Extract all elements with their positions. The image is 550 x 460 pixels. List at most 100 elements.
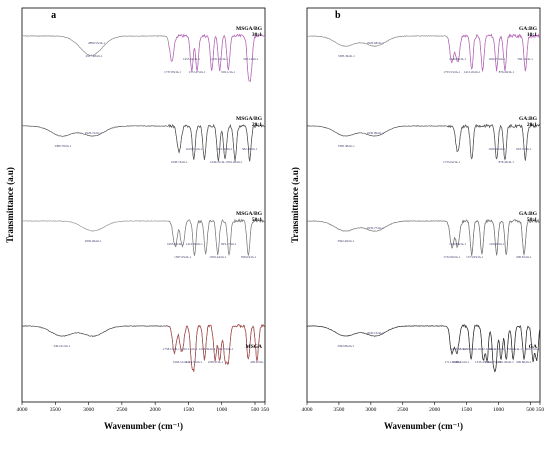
peak-label: 1026.73cm-1: [488, 57, 505, 61]
x-tick-label: 350: [536, 407, 545, 413]
series-fingerprint-line: [447, 33, 541, 72]
series-fingerprint-line: [168, 218, 266, 256]
peak-label: 1218.36cm-1: [199, 347, 216, 351]
peak-label: 458.22cm-1: [250, 360, 266, 364]
series-name-label: GA:BG 50:1: [519, 211, 538, 223]
peak-label: 1735.62cm-1: [443, 160, 460, 164]
x-tick-label: 1000: [493, 407, 504, 413]
chart-panel-b: b 4000 3500 3000 2500 2000 1500 1000 500 350 Waven…: [285, 0, 550, 460]
peak-label: 876.40cm-1: [499, 70, 515, 74]
peak-label: 941.74cm-1: [218, 347, 234, 351]
peak-label: 562.14cm-1: [243, 57, 259, 61]
peak-label: 1431.30cm-1: [463, 347, 480, 351]
peak-label: 1031.51cm-1: [211, 57, 228, 61]
chart-panel-a: a 4000 3500 3000 2500 2000 1500 1000 500 350 Waven…: [5, 7, 270, 431]
peak-label: 3401.01cm-1: [53, 344, 70, 348]
peak-label: 1235.47cm-1: [475, 360, 492, 364]
series-fingerprint-line: [447, 324, 541, 373]
peak-label: 902.1cm-1: [221, 70, 235, 74]
peak-label: 598.63cm-1: [241, 255, 257, 259]
peak-label: 1737.85cm-1: [164, 70, 181, 74]
series-fingerprint-line: [168, 33, 266, 82]
peak-label: 2880.55cm-1: [88, 41, 105, 45]
peak-label: 1373.83cm-1: [466, 255, 483, 259]
series-name-label: GA:BG 10:1: [519, 26, 538, 38]
peak-label: 1638.74cm-1: [171, 160, 188, 164]
x-tick-label: 2000: [150, 407, 161, 413]
peak-label: 1758.12cm-1: [163, 347, 180, 351]
peak-label: 1613.38cm-1: [451, 347, 468, 351]
peak-label: 3385.38cm-1: [338, 144, 355, 148]
x-tick-label: 3500: [50, 407, 61, 413]
series-fingerprint-line: [168, 323, 266, 372]
peak-label: 753.46cm-1: [507, 347, 523, 351]
series-line: [306, 123, 541, 161]
peak-label: 2930.77cm-1: [367, 226, 384, 230]
peak-label: 951.20cm-1: [217, 147, 233, 151]
chart-svg: a 4000 3500 3000 2500 2000 1500 1000 500 350 Waven…: [5, 7, 270, 431]
peak-label: 1026.8cm-1: [489, 242, 505, 246]
x-tick-label: 350: [261, 407, 270, 413]
peak-label: 3386.78cm-1: [54, 144, 71, 148]
peak-label: 3392.86cm-1: [337, 344, 354, 348]
x-tick-label: 4000: [17, 407, 28, 413]
peak-label: 600.81cm-1: [516, 255, 532, 259]
peak-label: 1413.45cm-1: [464, 70, 481, 74]
panel-label: a: [51, 10, 56, 21]
x-tick-label: 500: [526, 407, 535, 413]
panel-label: b: [335, 10, 341, 21]
x-axis-label: Wavenumber (cm⁻¹): [104, 421, 183, 431]
series-name-label: GA:BG 20:1: [519, 116, 538, 128]
x-tick-label: 3000: [83, 407, 94, 413]
series-fingerprint-line: [447, 218, 540, 256]
peak-label: 1095.2cm-1: [208, 360, 224, 364]
x-tick-label: 1500: [183, 407, 194, 413]
peak-label: 466.7cm-1: [526, 347, 540, 351]
peak-label: 2930.49cm-1: [85, 239, 102, 243]
series-line: [306, 218, 540, 256]
series-line: [306, 33, 541, 72]
peak-label: 600.86cm-1: [516, 360, 532, 364]
peak-label: 1587.63cm-1: [174, 255, 191, 259]
peak-label: 2929.72cm-1: [85, 131, 102, 135]
x-tick-label: 4000: [302, 407, 313, 413]
x-tick-label: 2500: [397, 407, 408, 413]
peak-label: 801.48cm-1: [227, 160, 243, 164]
peak-label: 1028.16cm-1: [488, 147, 505, 151]
peak-label: 1606.51cm-1: [173, 360, 190, 364]
series-name-label: MSGA/BG 30:1: [236, 26, 263, 38]
peak-label: 893.17cm-1: [221, 242, 237, 246]
peak-label: 3392.49cm-1: [337, 239, 354, 243]
peak-label: 1732.90cm-1: [443, 255, 460, 259]
x-tick-label: 1500: [461, 407, 472, 413]
y-axis-label: Transmittance (a.u): [290, 167, 300, 243]
plot-frame: [306, 7, 541, 403]
x-tick-label: 2000: [429, 407, 440, 413]
series-name-label: MSGA/BG 20:1: [236, 116, 263, 128]
y-axis-label: Transmittance (a.u): [5, 167, 15, 243]
peak-label: 1419.51cm-1: [185, 147, 202, 151]
series-fingerprint-line: [447, 123, 541, 161]
series-name-label: GA: [529, 344, 537, 350]
series-name-label: MSGA: [246, 344, 263, 350]
peak-label: 1640.84cm-1: [449, 242, 466, 246]
peak-label: 1416.78cm-1: [186, 360, 203, 364]
peak-label: 603.72cm-1: [516, 147, 532, 151]
peak-label: 2930.16cm-1: [367, 331, 384, 335]
peak-label: 582.41cm-1: [517, 57, 533, 61]
peak-label: 2929.68cm-1: [367, 41, 384, 45]
peak-label: 1041.47cm-1: [487, 347, 504, 351]
peak-label: 1084.27cm-1: [485, 360, 502, 364]
x-tick-label: 2500: [116, 407, 127, 413]
x-tick-label: 1000: [216, 407, 227, 413]
peak-label: 881.29cm-1: [498, 360, 514, 364]
peak-label: 1372.47cm-1: [188, 70, 205, 74]
peak-label: 1491.11cm-1: [181, 347, 198, 351]
series-name-label: MSGA/BG 50:1: [236, 211, 263, 223]
peak-label: 1455.52cm-1: [183, 57, 200, 61]
series-line: [22, 33, 266, 82]
peak-label: 1412.81cm-1: [186, 242, 203, 246]
chart-svg: b 4000 3500 3000 2500 2000 1500 1000 500 350 Waven…: [290, 7, 545, 431]
peak-label: 1711.02cm-1: [445, 360, 462, 364]
peak-label: 1049.21cm-1: [210, 160, 227, 164]
